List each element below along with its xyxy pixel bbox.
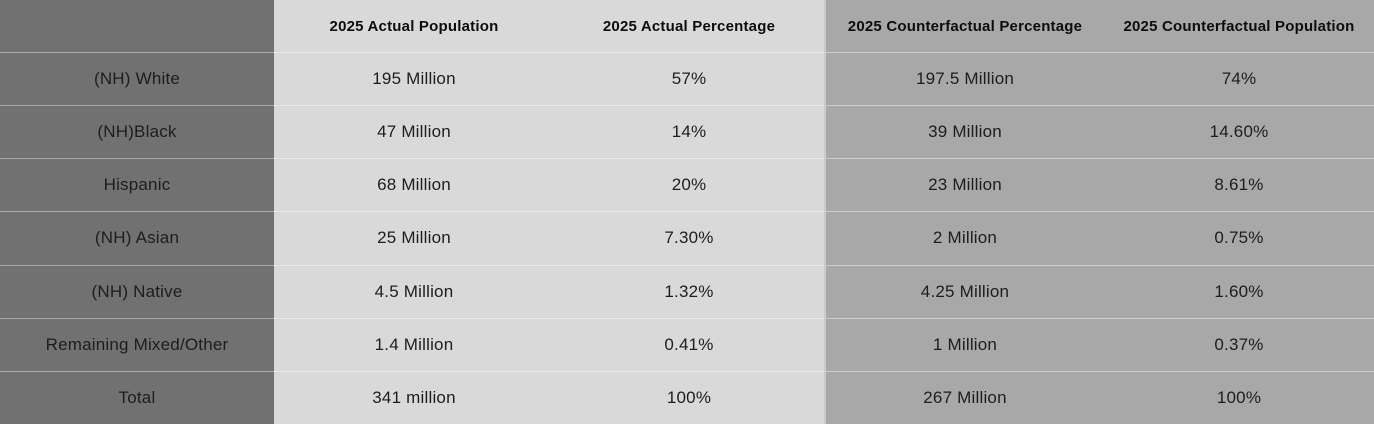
- row-label-hispanic: Hispanic: [0, 158, 274, 212]
- cell: 197.5 Million: [824, 52, 1104, 106]
- cell: 4.25 Million: [824, 264, 1104, 318]
- cell: 23 Million: [824, 158, 1104, 212]
- cell: 8.61%: [1104, 158, 1374, 212]
- row-label-nh-white: (NH) White: [0, 52, 274, 106]
- cell: 0.37%: [1104, 317, 1374, 371]
- col-header-counterfactual-population: 2025 Counterfactual Population: [1104, 0, 1374, 52]
- row-label-remaining-mixed-other: Remaining Mixed/Other: [0, 317, 274, 371]
- row-label-nh-black: (NH)Black: [0, 105, 274, 159]
- cell: 14%: [554, 105, 824, 159]
- cell: 4.5 Million: [274, 264, 554, 318]
- cell: 1 Million: [824, 317, 1104, 371]
- cell: 14.60%: [1104, 105, 1374, 159]
- row-label-nh-native: (NH) Native: [0, 264, 274, 318]
- cell: 57%: [554, 52, 824, 106]
- cell: 0.41%: [554, 317, 824, 371]
- cell: 68 Million: [274, 158, 554, 212]
- cell: 195 Million: [274, 52, 554, 106]
- row-label-nh-asian: (NH) Asian: [0, 211, 274, 265]
- cell: 1.60%: [1104, 264, 1374, 318]
- col-header-counterfactual-percentage: 2025 Counterfactual Percentage: [824, 0, 1104, 52]
- cell: 0.75%: [1104, 211, 1374, 265]
- col-header-actual-population: 2025 Actual Population: [274, 0, 554, 52]
- cell: 2 Million: [824, 211, 1104, 265]
- col-header-actual-percentage: 2025 Actual Percentage: [554, 0, 824, 52]
- cell: 39 Million: [824, 105, 1104, 159]
- row-label-total: Total: [0, 370, 274, 424]
- cell: 7.30%: [554, 211, 824, 265]
- cell: 100%: [554, 370, 824, 424]
- cell: 341 million: [274, 370, 554, 424]
- cell: 74%: [1104, 52, 1374, 106]
- cell: 20%: [554, 158, 824, 212]
- cell: 1.4 Million: [274, 317, 554, 371]
- cell: 267 Million: [824, 370, 1104, 424]
- cell: 25 Million: [274, 211, 554, 265]
- cell: 1.32%: [554, 264, 824, 318]
- cell: 47 Million: [274, 105, 554, 159]
- corner-header-cell: [0, 0, 274, 52]
- cell: 100%: [1104, 370, 1374, 424]
